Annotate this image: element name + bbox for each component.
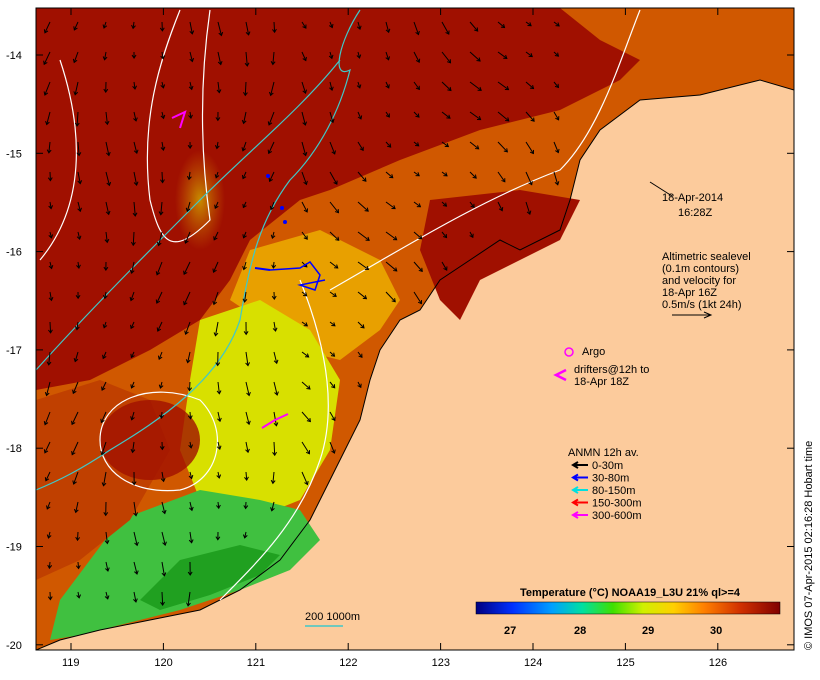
lon-tick-label: 125 bbox=[616, 657, 634, 669]
velocity-arrows bbox=[43, 21, 560, 607]
anmn-entry: 0-30m bbox=[571, 460, 623, 472]
argo-label: Argo bbox=[582, 346, 605, 358]
anmn-entry: 80-150m bbox=[571, 485, 635, 497]
drifter-arrow-icon bbox=[553, 368, 567, 382]
credit: © IMOS 07-Apr-2015 02:16:28 Hobart time bbox=[803, 441, 815, 650]
lon-tick-label: 119 bbox=[62, 657, 80, 669]
altimetry-line: 18-Apr 16Z bbox=[662, 287, 717, 299]
anmn-entry: 30-80m bbox=[571, 473, 629, 485]
cool-patch bbox=[180, 300, 340, 520]
anmn-label: 30-80m bbox=[592, 473, 629, 485]
date-label: 18-Apr-2014 bbox=[662, 192, 723, 204]
sealevel-contour bbox=[146, 9, 211, 243]
altimetry-line: Altimetric sealevel bbox=[662, 251, 751, 263]
depth-label: 200 1000m bbox=[305, 611, 360, 623]
sealevel-contour bbox=[329, 9, 641, 291]
lat-tick-label: -17 bbox=[6, 345, 22, 357]
anmn-title: ANMN 12h av. bbox=[568, 447, 639, 459]
lat-tick-label: -18 bbox=[6, 443, 22, 455]
colorbar-title: Temperature (°C) NOAA19_L3U 21% ql>=4 bbox=[520, 587, 741, 599]
anmn-entry: 150-300m bbox=[571, 498, 642, 510]
drifters-line: 18-Apr 18Z bbox=[574, 376, 629, 388]
lat-tick-label: -15 bbox=[6, 148, 22, 160]
depth-legend: 200 1000m bbox=[305, 611, 360, 627]
drifters-line: drifters@12h to bbox=[574, 364, 649, 376]
altimetry-line: 0.5m/s (1kt 24h) bbox=[662, 299, 741, 311]
hot-band-east bbox=[420, 190, 580, 320]
isobath-1000 bbox=[36, 59, 341, 371]
argo-icon bbox=[564, 347, 574, 357]
map-frame bbox=[35, 7, 795, 651]
map-area bbox=[36, 8, 794, 650]
lon-tick-label: 126 bbox=[709, 657, 727, 669]
colorbar-gradient bbox=[475, 601, 781, 615]
colorbar-tick: 29 bbox=[642, 625, 654, 637]
colorbar-tick: 30 bbox=[710, 625, 722, 637]
colorbar: Temperature (°C) NOAA19_L3U 21% ql>=4 27… bbox=[475, 587, 781, 637]
lon-tick-label: 121 bbox=[247, 657, 265, 669]
lat-tick-label: -19 bbox=[6, 542, 22, 554]
anmn-legend: ANMN 12h av. 0-30m30-80m80-150m150-300m3… bbox=[568, 447, 642, 522]
anmn-entry: 300-600m bbox=[571, 510, 642, 522]
sealevel-contour bbox=[99, 391, 218, 492]
altimetry-line: and velocity for bbox=[662, 275, 736, 287]
argo-legend: Argo bbox=[564, 346, 605, 358]
cold-coast-inner bbox=[140, 545, 280, 610]
lon-tick-label: 120 bbox=[154, 657, 172, 669]
anmn-label: 150-300m bbox=[592, 498, 642, 510]
anmn-label: 80-150m bbox=[592, 485, 635, 497]
lon-tick-label: 122 bbox=[339, 657, 357, 669]
time-label: 16:28Z bbox=[678, 207, 713, 219]
lon-tick-label: 124 bbox=[524, 657, 542, 669]
altimetry-line: (0.1m contours) bbox=[662, 263, 739, 275]
anmn-label: 300-600m bbox=[592, 510, 642, 522]
colorbar-tick: 27 bbox=[504, 625, 516, 637]
coastline bbox=[36, 79, 794, 650]
colorbar-tick: 28 bbox=[574, 625, 586, 637]
sealevel-contour bbox=[219, 279, 329, 601]
drifter-tracks bbox=[171, 110, 326, 429]
altimetry-legend: Altimetric sealevel (0.1m contours) and … bbox=[662, 251, 751, 319]
latitude-axis: -14 -15 -16 -17 -18 -19 -20 bbox=[6, 50, 794, 652]
lat-tick-label: -16 bbox=[6, 247, 22, 259]
lon-tick-label: 123 bbox=[432, 657, 450, 669]
sealevel-contour bbox=[39, 59, 77, 261]
hot-band-north bbox=[36, 8, 640, 390]
anmn-label: 0-30m bbox=[592, 460, 623, 472]
longitude-axis: 119 120 121 122 123 124 125 126 bbox=[62, 8, 727, 669]
isobath-200 bbox=[36, 9, 361, 491]
drifters-legend: drifters@12h to 18-Apr 18Z bbox=[553, 364, 649, 388]
lat-tick-label: -14 bbox=[6, 50, 22, 62]
lat-tick-label: -20 bbox=[6, 640, 22, 652]
